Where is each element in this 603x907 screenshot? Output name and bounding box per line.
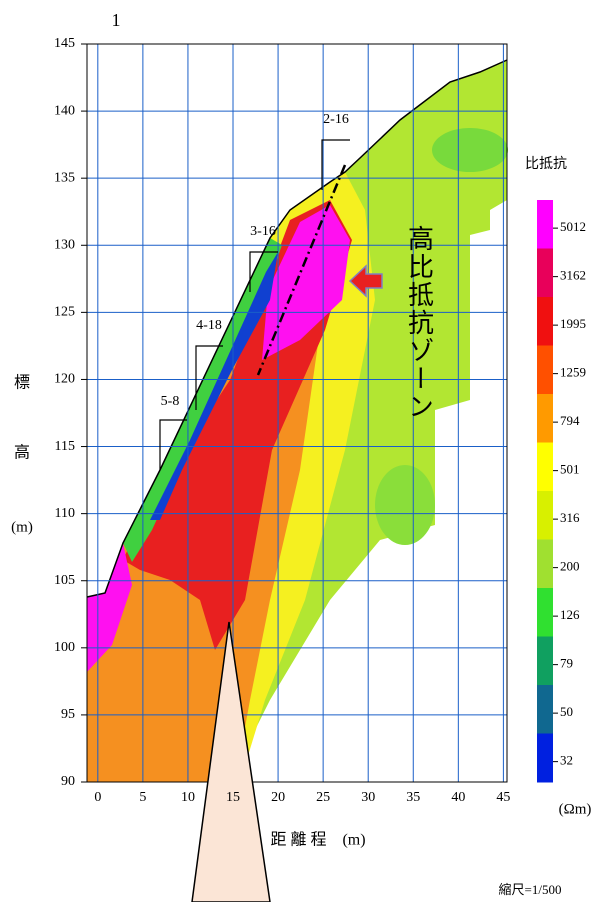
colorbar-label: 32 <box>560 753 573 768</box>
y-tick-label: 130 <box>54 237 75 252</box>
borehole-label: 2-16 <box>323 112 349 127</box>
colorbar-segment <box>537 685 553 734</box>
field-blue <box>150 252 278 520</box>
x-tick-label: 40 <box>451 790 465 805</box>
colorbar-segment <box>537 297 553 346</box>
colorbar-segment <box>537 636 553 686</box>
borehole-brackets <box>159 139 350 470</box>
x-tick-label: 20 <box>271 790 285 805</box>
x-tick-label: 45 <box>496 790 510 805</box>
y-axis-label: (m) <box>11 519 33 535</box>
x-tick-label: 5 <box>139 790 146 805</box>
y-tick-label: 95 <box>61 707 75 722</box>
x-tick-label: 35 <box>406 790 420 805</box>
fault-line <box>256 164 347 376</box>
y-tick-label: 120 <box>54 372 75 387</box>
x-tick-label: 25 <box>316 790 330 805</box>
x-axis-label: 距 離 程 (m) <box>270 831 365 849</box>
scale-label: 縮尺=1/500 <box>499 882 562 897</box>
ground-surface <box>86 59 508 598</box>
borehole-bracket <box>159 419 187 470</box>
x-tick-label: 15 <box>226 790 240 805</box>
y-tick-label: 105 <box>54 573 75 588</box>
colorbar-segment <box>537 588 553 637</box>
colorbar-label: 79 <box>560 656 573 671</box>
field-green-patch <box>432 128 508 172</box>
borehole-label: 5-8 <box>161 394 180 409</box>
borehole-bracket <box>321 139 350 190</box>
field-magenta <box>262 205 350 360</box>
y-tick-label: 110 <box>55 506 75 521</box>
resistivity-field <box>87 60 508 782</box>
y-tick-label: 115 <box>55 439 75 454</box>
x-tick-label: 10 <box>181 790 195 805</box>
y-tick-label: 125 <box>54 305 75 320</box>
borehole-bracket <box>249 251 278 292</box>
plot-frame <box>86 43 508 783</box>
y-tick-label: 135 <box>54 170 75 185</box>
y-tick-label: 90 <box>61 774 75 789</box>
field-orange-bottom <box>87 680 160 782</box>
colorbar-label: 316 <box>560 510 580 525</box>
colorbar-segment <box>537 394 553 443</box>
colorbar-label: 200 <box>560 559 580 574</box>
colorbar-title: 比抵抗 <box>525 156 567 172</box>
top-label: 1 <box>112 10 121 30</box>
colorbar-label: 50 <box>560 704 573 719</box>
y-tick-label: 140 <box>54 103 75 118</box>
colorbar-segment <box>537 248 553 298</box>
colorbar-label: 1995 <box>560 316 586 331</box>
x-tick-label: 30 <box>361 790 375 805</box>
zone-label: 高比抵抗ゾーン <box>404 225 434 421</box>
y-axis-label: 標 <box>14 374 30 392</box>
field-green-patch <box>375 465 435 545</box>
arrow <box>348 264 383 298</box>
colorbar-label: 794 <box>560 413 580 428</box>
colorbar-label: 5012 <box>560 219 586 234</box>
y-tick-label: 145 <box>54 36 75 51</box>
colorbar-segment <box>537 442 553 492</box>
colorbar-segment <box>537 200 553 249</box>
field-green <box>123 238 282 562</box>
x-tick-label: 0 <box>94 790 101 805</box>
y-axis-label: 高 <box>14 444 30 462</box>
colorbar-unit: (Ωm) <box>559 801 592 817</box>
borehole-bracket <box>195 345 223 410</box>
colorbar: 5012 3162 1995 1259 794 501 316 200 126 79 50 32 <box>537 200 586 783</box>
colorbar-label: 126 <box>560 607 580 622</box>
colorbar-segment <box>537 733 553 783</box>
colorbar-label: 3162 <box>560 268 586 283</box>
colorbar-segment <box>537 539 553 589</box>
colorbar-segment <box>537 491 553 540</box>
colorbar-segment <box>537 345 553 395</box>
y-tick-label: 100 <box>54 640 75 655</box>
colorbar-label: 1259 <box>560 365 586 380</box>
borehole-label: 3-16 <box>250 224 276 239</box>
colorbar-label: 501 <box>560 462 580 477</box>
borehole-label: 4-18 <box>196 318 222 333</box>
